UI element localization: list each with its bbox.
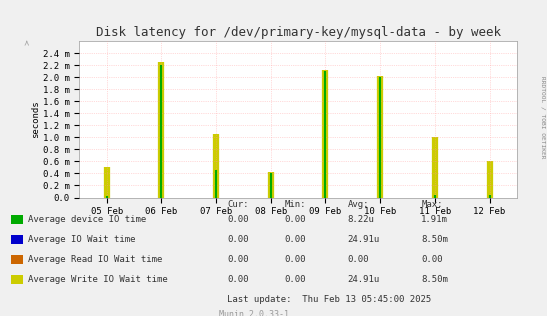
Text: RRDTOOL / TOBI OETIKER: RRDTOOL / TOBI OETIKER	[541, 76, 546, 158]
Text: Avg:: Avg:	[347, 200, 369, 209]
Text: 0.00: 0.00	[284, 216, 306, 224]
Text: 8.50m: 8.50m	[421, 235, 448, 244]
Text: 8.50m: 8.50m	[421, 275, 448, 284]
Text: 0.00: 0.00	[284, 255, 306, 264]
Text: Cur:: Cur:	[227, 200, 248, 209]
Text: Average Read IO Wait time: Average Read IO Wait time	[28, 255, 163, 264]
Text: Average Write IO Wait time: Average Write IO Wait time	[28, 275, 168, 284]
Text: 0.00: 0.00	[347, 255, 369, 264]
Text: Average IO Wait time: Average IO Wait time	[28, 235, 136, 244]
Text: 0.00: 0.00	[284, 275, 306, 284]
Text: 0.00: 0.00	[227, 235, 248, 244]
Text: 0.00: 0.00	[227, 255, 248, 264]
Y-axis label: seconds: seconds	[31, 100, 40, 138]
Text: Munin 2.0.33-1: Munin 2.0.33-1	[219, 310, 289, 316]
Text: 8.22u: 8.22u	[347, 216, 374, 224]
Text: Average device IO time: Average device IO time	[28, 216, 147, 224]
Text: 0.00: 0.00	[284, 235, 306, 244]
Text: Min:: Min:	[284, 200, 306, 209]
Text: 0.00: 0.00	[421, 255, 443, 264]
Title: Disk latency for /dev/primary-key/mysql-data - by week: Disk latency for /dev/primary-key/mysql-…	[96, 26, 501, 39]
Text: 24.91u: 24.91u	[347, 275, 380, 284]
Text: 0.00: 0.00	[227, 275, 248, 284]
Text: 0.00: 0.00	[227, 216, 248, 224]
Text: Max:: Max:	[421, 200, 443, 209]
Text: Last update:  Thu Feb 13 05:45:00 2025: Last update: Thu Feb 13 05:45:00 2025	[227, 295, 431, 304]
Text: 24.91u: 24.91u	[347, 235, 380, 244]
Text: 1.91m: 1.91m	[421, 216, 448, 224]
